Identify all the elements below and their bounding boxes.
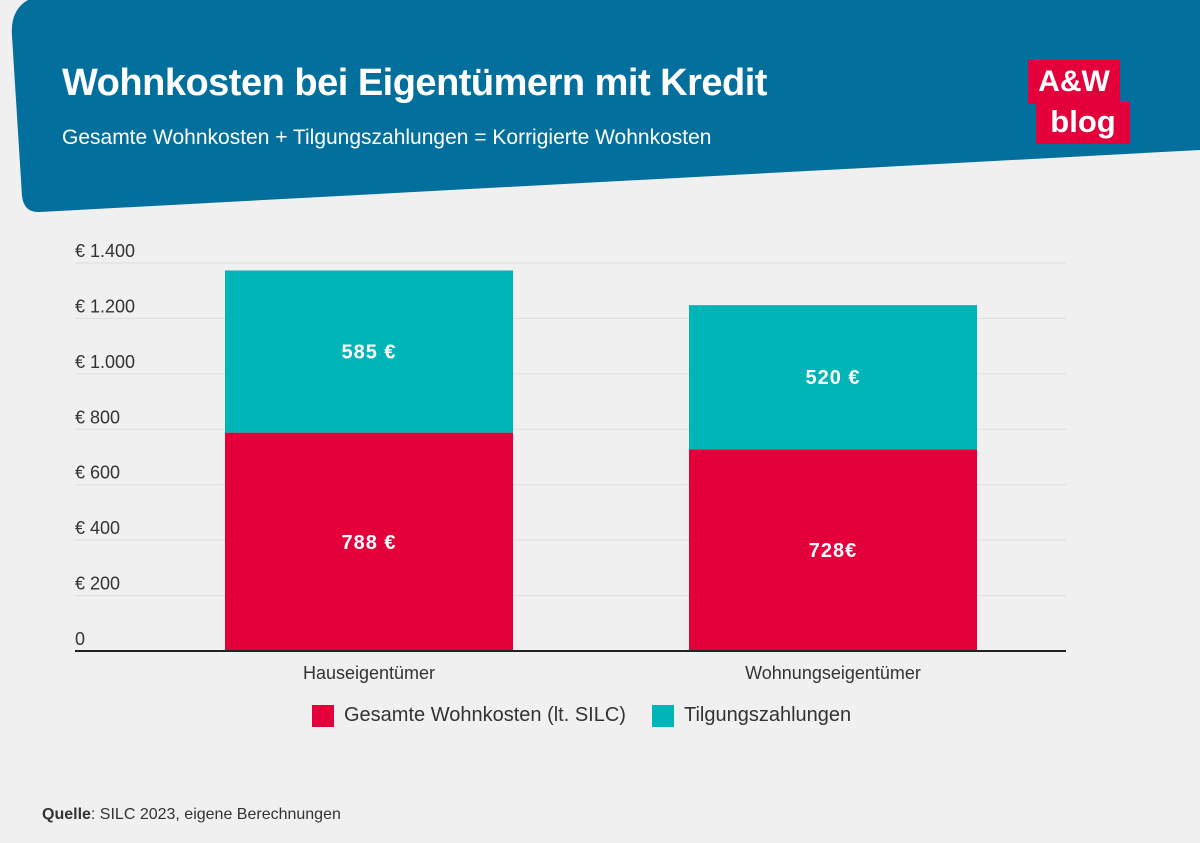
y-tick-label-600: € 600 xyxy=(75,463,120,483)
y-tick-label-0: 0 xyxy=(75,629,85,649)
legend-label-tilgung: Tilgungszahlungen xyxy=(683,704,852,726)
data-label-haus-wohnkosten: 788 € xyxy=(341,532,396,554)
legend-item-wohnkosten: Gesamte Wohnkosten (lt. SILC) xyxy=(312,704,626,727)
y-tick-label-800: € 800 xyxy=(75,407,120,427)
y-tick-label-400: € 400 xyxy=(75,518,120,538)
bar-wohnung-tilgung xyxy=(689,305,977,450)
logo-aw: A&W xyxy=(1028,60,1120,104)
legend-label-wohnkosten: Gesamte Wohnkosten (lt. SILC) xyxy=(344,704,626,726)
chart-subtitle: Gesamte Wohnkosten + Tilgungszahlungen =… xyxy=(62,126,712,149)
y-tick-label-1400: € 1.400 xyxy=(75,241,135,261)
source-note: Quelle: SILC 2023, eigene Berechnungen xyxy=(42,806,341,824)
legend-item-tilgung: Tilgungszahlungen xyxy=(651,704,852,727)
y-tick-label-1000: € 1.000 xyxy=(75,352,135,372)
source-text: : SILC 2023, eigene Berechnungen xyxy=(90,806,341,823)
bar-wohnung-wohnkosten xyxy=(689,449,977,651)
stacked-bar-chart: 0 € 200 € 400 € 600 € 800 € 1.000 € 1.200 € 1.4… xyxy=(75,241,1066,683)
logo-blog: blog xyxy=(1036,102,1130,144)
legend: Gesamte Wohnkosten (lt. SILC) Tilgungsza… xyxy=(312,704,877,727)
header-banner xyxy=(11,0,1200,213)
legend-swatch-tilgung xyxy=(651,704,674,727)
legend-swatch-wohnkosten xyxy=(312,704,334,727)
y-tick-label-200: € 200 xyxy=(75,574,120,594)
source-label: Quelle xyxy=(42,806,91,823)
x-tick-label-haus: Hauseigentümer xyxy=(303,663,435,683)
chart-title: Wohnkosten bei Eigentümern mit Kredit xyxy=(62,62,767,104)
data-label-wohnung-wohnkosten: 728€ xyxy=(809,540,858,562)
bar-haus-wohnkosten xyxy=(225,432,513,651)
x-tick-label-wohnung: Wohnungseigentümer xyxy=(745,663,921,683)
y-tick-label-1200: € 1.200 xyxy=(75,296,135,316)
data-label-haus-tilgung: 585 € xyxy=(341,342,396,364)
data-label-wohnung-tilgung: 520 € xyxy=(805,367,860,389)
bar-haus-tilgung xyxy=(225,270,513,433)
